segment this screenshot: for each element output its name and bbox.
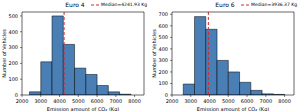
html-text:Median=4241.93 Kg: Median=4241.93 Kg xyxy=(101,2,147,7)
svg-text:300: 300 xyxy=(158,57,168,63)
svg-text:4000: 4000 xyxy=(53,98,66,104)
svg-text:6000: 6000 xyxy=(241,98,254,104)
svg-text:400: 400 xyxy=(158,46,168,52)
svg-text:4000: 4000 xyxy=(203,98,216,104)
svg-text:5000: 5000 xyxy=(222,98,235,104)
svg-text:400: 400 xyxy=(8,29,18,35)
svg-text:700: 700 xyxy=(158,11,168,17)
svg-text:Emission amount of CO₂ (Kg): Emission amount of CO₂ (Kg) xyxy=(197,106,270,111)
svg-text:0: 0 xyxy=(15,92,18,98)
svg-text:0: 0 xyxy=(165,92,168,98)
svg-text:2000: 2000 xyxy=(166,98,179,104)
svg-text:600: 600 xyxy=(158,23,168,29)
svg-text:3000: 3000 xyxy=(34,98,47,104)
svg-text:500: 500 xyxy=(8,13,18,19)
svg-text:500: 500 xyxy=(158,34,168,40)
html-text:Median=3936.37 Kg: Median=3936.37 Kg xyxy=(251,2,297,7)
svg-text:5000: 5000 xyxy=(72,98,85,104)
svg-text:300: 300 xyxy=(8,44,18,50)
svg-text:100: 100 xyxy=(158,80,168,86)
svg-text:7000: 7000 xyxy=(259,98,272,104)
svg-text:7000: 7000 xyxy=(109,98,122,104)
svg-text:2000: 2000 xyxy=(16,98,29,104)
svg-text:3000: 3000 xyxy=(184,98,197,104)
svg-text:200: 200 xyxy=(158,69,168,75)
svg-text:200: 200 xyxy=(8,60,18,66)
html-text:Euro 6: Euro 6 xyxy=(215,1,235,8)
svg-text:8000: 8000 xyxy=(278,98,291,104)
svg-text:Emission amount of CO₂ (Kg): Emission amount of CO₂ (Kg) xyxy=(47,106,120,111)
svg-text:6000: 6000 xyxy=(91,98,104,104)
svg-text:100: 100 xyxy=(8,76,18,82)
svg-text:Number of Vehicles: Number of Vehicles xyxy=(151,29,157,78)
svg-text:8000: 8000 xyxy=(128,98,141,104)
html-text:Euro 4: Euro 4 xyxy=(65,1,85,8)
